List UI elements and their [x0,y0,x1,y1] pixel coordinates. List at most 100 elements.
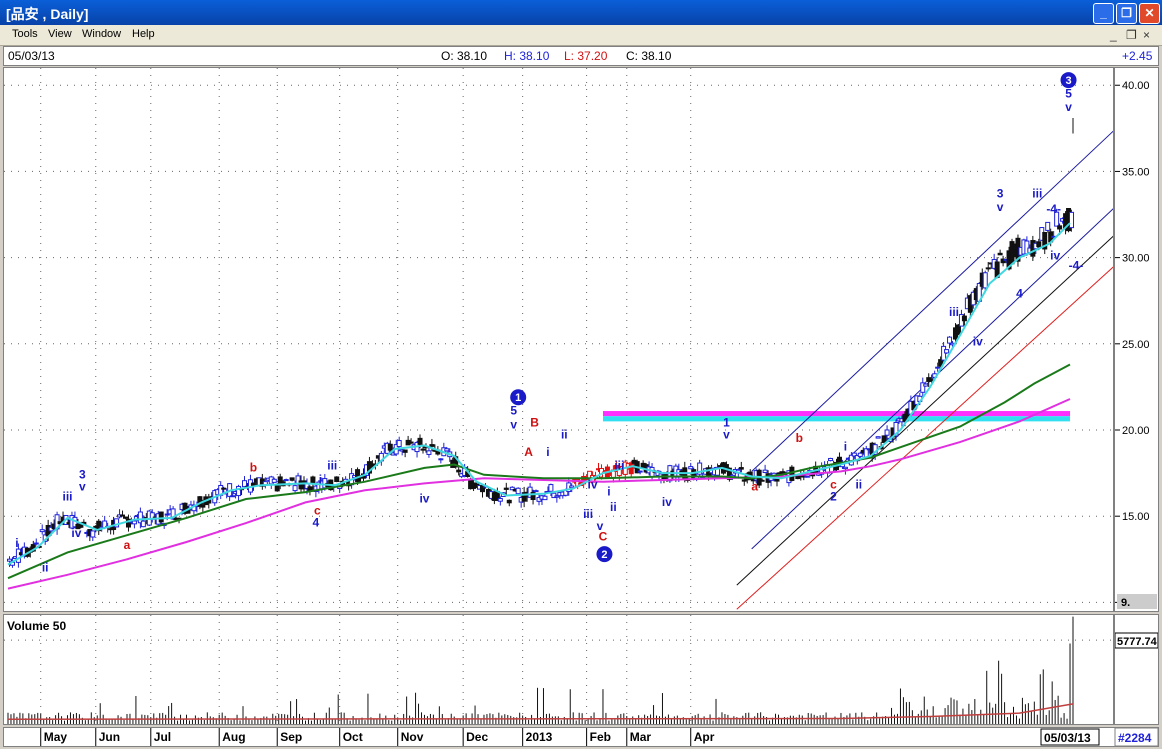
candle-body [438,458,444,461]
mdi-restore-icon[interactable]: ❐ [1126,28,1137,42]
candle-body [902,413,908,422]
candle-body [762,469,768,473]
menu-view[interactable]: View [48,28,72,40]
trend-channel-upper [751,121,1124,472]
candle-body [6,558,12,562]
date-tick-label: Feb [590,730,611,744]
candle-body [944,349,950,354]
restore-icon[interactable]: ❐ [1116,3,1137,24]
candle-body [236,485,242,497]
candle-body [250,482,256,486]
candle-body [271,478,277,483]
info-low: L: 37.20 [564,49,608,63]
candle-body [123,516,129,519]
wave-label: iii [1032,186,1042,200]
wave-label: 1 [723,416,730,430]
wave-label: 4 [1016,286,1023,300]
wave-circle-label: 3 [1065,75,1071,87]
candle-body [935,366,941,369]
candle-body [444,448,450,452]
date-axis-svg: May Jun Jul Aug Sep Oct Nov Dec 2013 Feb Mar Apr 05/… [40,727,1159,747]
date-tick-label: Dec [466,730,488,744]
wave-label: iii [327,459,337,473]
wave-label: iv [973,335,983,349]
last-price-box [1117,594,1157,609]
candle-body [274,484,280,492]
candle-body [131,520,137,525]
candle-body [221,487,227,490]
mdi-minimize-icon[interactable]: _ [1110,28,1117,42]
wave-label: iv [588,478,598,492]
volume-panel[interactable]: Volume 50 [3,614,1114,725]
candle-body [230,495,236,498]
candle-body [628,462,634,475]
candle-body [851,452,857,457]
candle-body [509,486,515,491]
wave-label: a [124,538,131,552]
candle-body [426,450,432,455]
mdi-close-icon[interactable]: × [1143,28,1151,42]
wave-label: iv [419,491,429,505]
wave-label: c [830,478,837,492]
y-tick-label: 35.00 [1122,166,1150,178]
candle-body [780,471,786,474]
ma-short-line [7,222,1071,566]
candle-body [637,470,643,473]
wave-label: iv [662,495,672,509]
wave-label: 2 [830,490,837,504]
resistance-zone-top [602,411,1071,417]
wave-label: i [844,440,847,454]
candle-body [759,479,765,482]
candle-body [387,443,393,451]
wave-label: b [250,460,257,474]
candle-body [920,382,926,393]
candle-body [881,435,887,443]
candle-body [884,429,890,436]
wave-circle [510,389,527,406]
red-support-line [736,257,1124,610]
date-tick-label: Jul [154,730,171,744]
candle-body [96,520,102,532]
candle-body [140,520,146,528]
info-close: C: 38.10 [626,49,672,63]
candle-body [616,467,622,477]
resistance-zone-bottom [602,416,1071,422]
candle-body [542,495,548,501]
candle-body [533,490,539,493]
y-tick-label: 15.00 [1122,511,1150,523]
wave-label: B [530,416,539,430]
candle-body [242,480,248,488]
trend-channel-lower [736,226,1124,586]
menu-window[interactable]: Window [82,28,122,40]
bar-count-label: #2284 [1118,731,1152,745]
close-icon[interactable]: ✕ [1139,3,1160,24]
wave-label: iii [614,459,624,473]
candle-body [114,518,120,528]
info-open: O: 38.10 [441,49,488,63]
minimize-icon[interactable]: _ [1093,3,1114,24]
wave-label: iv [1050,248,1060,262]
candle-body [551,492,557,499]
candle-body [164,513,170,516]
candle-body [1054,211,1060,227]
candle-body [396,440,402,448]
date-cursor-label: 05/03/13 [1044,731,1091,745]
candle-body [283,479,289,482]
volume-chart[interactable] [4,615,1113,724]
menu-help[interactable]: Help [132,28,155,40]
menu-bar: Tools View Window Help _ ❐ × [0,25,1162,46]
candle-body [417,437,423,445]
candle-body [569,485,575,489]
candle-body [420,448,426,451]
candle-body [33,542,39,545]
date-tick-label: 2013 [526,730,553,744]
wave-label: 5 [1065,86,1072,100]
candle-body [1045,221,1051,231]
wave-label: iii [583,507,593,521]
wave-label: -4- [1069,259,1084,273]
date-tick-label: Sep [280,730,302,744]
menu-tools[interactable]: Tools [12,28,38,40]
